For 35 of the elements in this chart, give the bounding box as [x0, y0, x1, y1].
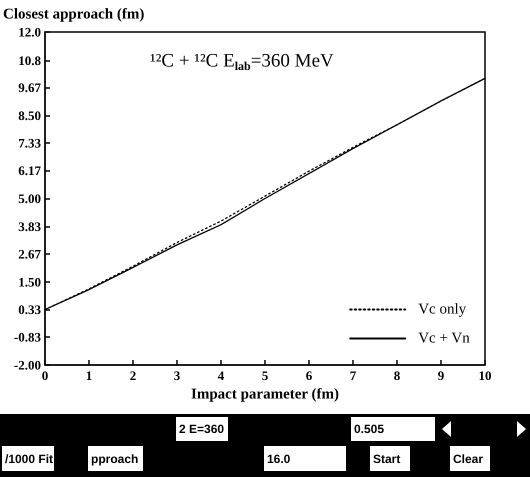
x-tick-label: 1 [86, 368, 92, 383]
x-tick-label: 3 [174, 368, 181, 383]
x-tick-label: 8 [394, 368, 401, 383]
y-tick-label: 12.0 [18, 24, 41, 40]
button: Start [370, 446, 410, 471]
text-field: 0.505 [351, 417, 435, 441]
y-tick-label: 7.33 [18, 136, 42, 151]
legend-label: Vc + Vn [418, 330, 470, 346]
y-tick-label: 1.50 [18, 274, 41, 290]
y-tick-label: -0.83 [14, 330, 42, 345]
y-tick-label: -2.00 [14, 358, 41, 372]
text-field: 2 E=360 [176, 417, 228, 441]
y-tick-label: 8.50 [18, 108, 41, 123]
legend-label: Vc only [418, 302, 467, 318]
x-tick-label: 0 [42, 368, 48, 383]
y-tick-label: 2.67 [18, 246, 42, 262]
y-tick-label: 9.67 [18, 80, 42, 95]
x-axis-title: Impact parameter (fm) [190, 386, 340, 402]
x-tick-label: 7 [350, 368, 357, 383]
y-tick-label: 3.83 [18, 218, 42, 234]
x-tick-label: 9 [438, 368, 445, 383]
y-tick-label: 0.33 [18, 302, 42, 318]
button: pproach [88, 446, 143, 471]
button: /1000 Fit [2, 446, 54, 471]
y-tick-label: 10.8 [18, 53, 42, 68]
button: Clear [450, 446, 490, 471]
y-tick-label: 6.17 [18, 163, 42, 178]
x-tick-label: 6 [306, 368, 313, 383]
x-tick-label: 4 [218, 368, 225, 383]
x-tick-label: 2 [130, 368, 136, 383]
text-field: 16.0 [264, 446, 346, 471]
x-tick-label: 5 [262, 368, 269, 383]
x-tick-label: 10 [478, 368, 492, 383]
y-axis-title: Closest approach (fm) [3, 6, 144, 22]
y-tick-label: 5.00 [18, 191, 41, 206]
